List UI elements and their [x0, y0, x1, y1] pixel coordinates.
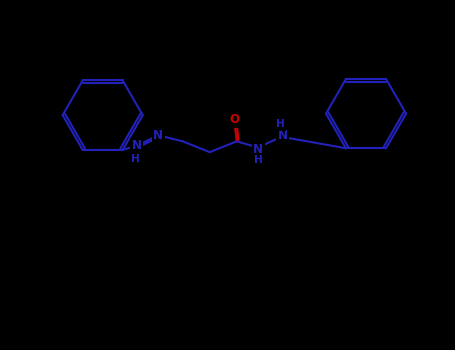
- Text: N: N: [253, 142, 263, 155]
- Text: H: H: [131, 154, 139, 164]
- Text: O: O: [229, 113, 239, 126]
- Text: N: N: [278, 129, 288, 142]
- Text: N: N: [153, 129, 163, 142]
- Text: H: H: [254, 155, 263, 165]
- Text: N: N: [131, 140, 142, 153]
- Text: H: H: [276, 119, 285, 130]
